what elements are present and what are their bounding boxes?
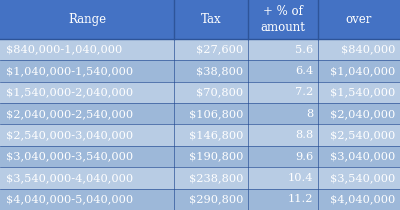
Bar xyxy=(318,39,400,60)
Text: 9.6: 9.6 xyxy=(295,152,313,161)
Text: 11.2: 11.2 xyxy=(288,194,313,204)
Text: $27,600: $27,600 xyxy=(196,45,243,55)
Bar xyxy=(174,60,248,82)
Text: $238,800: $238,800 xyxy=(189,173,243,183)
Text: $106,800: $106,800 xyxy=(189,109,243,119)
Text: $1,540,000: $1,540,000 xyxy=(330,87,395,97)
Bar xyxy=(0,0,174,39)
Bar xyxy=(248,103,318,124)
Text: $38,800: $38,800 xyxy=(196,66,243,76)
Text: $2,040,000-2,540,000: $2,040,000-2,540,000 xyxy=(6,109,133,119)
Bar xyxy=(318,0,400,39)
Bar xyxy=(174,103,248,124)
Bar xyxy=(0,103,174,124)
Text: $70,800: $70,800 xyxy=(196,87,243,97)
Text: 5.6: 5.6 xyxy=(295,45,313,55)
Text: $190,800: $190,800 xyxy=(189,152,243,161)
Text: $3,540,000-4,040,000: $3,540,000-4,040,000 xyxy=(6,173,133,183)
Text: $3,040,000-3,540,000: $3,040,000-3,540,000 xyxy=(6,152,133,161)
Text: $1,040,000: $1,040,000 xyxy=(330,66,395,76)
Bar xyxy=(0,124,174,146)
Text: 10.4: 10.4 xyxy=(288,173,313,183)
Text: $840,000-1,040,000: $840,000-1,040,000 xyxy=(6,45,122,55)
Text: $840,000: $840,000 xyxy=(341,45,395,55)
Bar xyxy=(318,146,400,167)
Bar xyxy=(248,189,318,210)
Text: $1,040,000-1,540,000: $1,040,000-1,540,000 xyxy=(6,66,133,76)
Bar xyxy=(0,167,174,189)
Bar xyxy=(0,39,174,60)
Bar xyxy=(318,82,400,103)
Text: over: over xyxy=(346,13,372,26)
Text: $2,040,000: $2,040,000 xyxy=(330,109,395,119)
Text: $3,040,000: $3,040,000 xyxy=(330,152,395,161)
Bar xyxy=(248,167,318,189)
Bar xyxy=(248,39,318,60)
Text: 8: 8 xyxy=(306,109,313,119)
Text: $2,540,000-3,040,000: $2,540,000-3,040,000 xyxy=(6,130,133,140)
Bar xyxy=(248,124,318,146)
Bar xyxy=(248,146,318,167)
Text: 8.8: 8.8 xyxy=(295,130,313,140)
Bar xyxy=(318,103,400,124)
Text: $4,040,000-5,040,000: $4,040,000-5,040,000 xyxy=(6,194,133,204)
Bar xyxy=(318,189,400,210)
Bar xyxy=(174,146,248,167)
Bar xyxy=(174,39,248,60)
Bar xyxy=(0,60,174,82)
Bar xyxy=(174,124,248,146)
Bar xyxy=(318,167,400,189)
Bar xyxy=(248,82,318,103)
Text: $4,040,000: $4,040,000 xyxy=(330,194,395,204)
Bar xyxy=(174,167,248,189)
Text: Tax: Tax xyxy=(201,13,221,26)
Bar xyxy=(174,189,248,210)
Text: $2,540,000: $2,540,000 xyxy=(330,130,395,140)
Bar xyxy=(0,82,174,103)
Bar xyxy=(174,82,248,103)
Text: Range: Range xyxy=(68,13,106,26)
Bar xyxy=(318,124,400,146)
Text: 6.4: 6.4 xyxy=(295,66,313,76)
Text: 7.2: 7.2 xyxy=(295,87,313,97)
Bar xyxy=(0,146,174,167)
Text: $146,800: $146,800 xyxy=(189,130,243,140)
Text: + % of
amount: + % of amount xyxy=(260,5,306,34)
Bar xyxy=(0,189,174,210)
Text: $3,540,000: $3,540,000 xyxy=(330,173,395,183)
Text: $1,540,000-2,040,000: $1,540,000-2,040,000 xyxy=(6,87,133,97)
Bar xyxy=(248,60,318,82)
Bar xyxy=(248,0,318,39)
Text: $290,800: $290,800 xyxy=(189,194,243,204)
Bar xyxy=(174,0,248,39)
Bar xyxy=(318,60,400,82)
